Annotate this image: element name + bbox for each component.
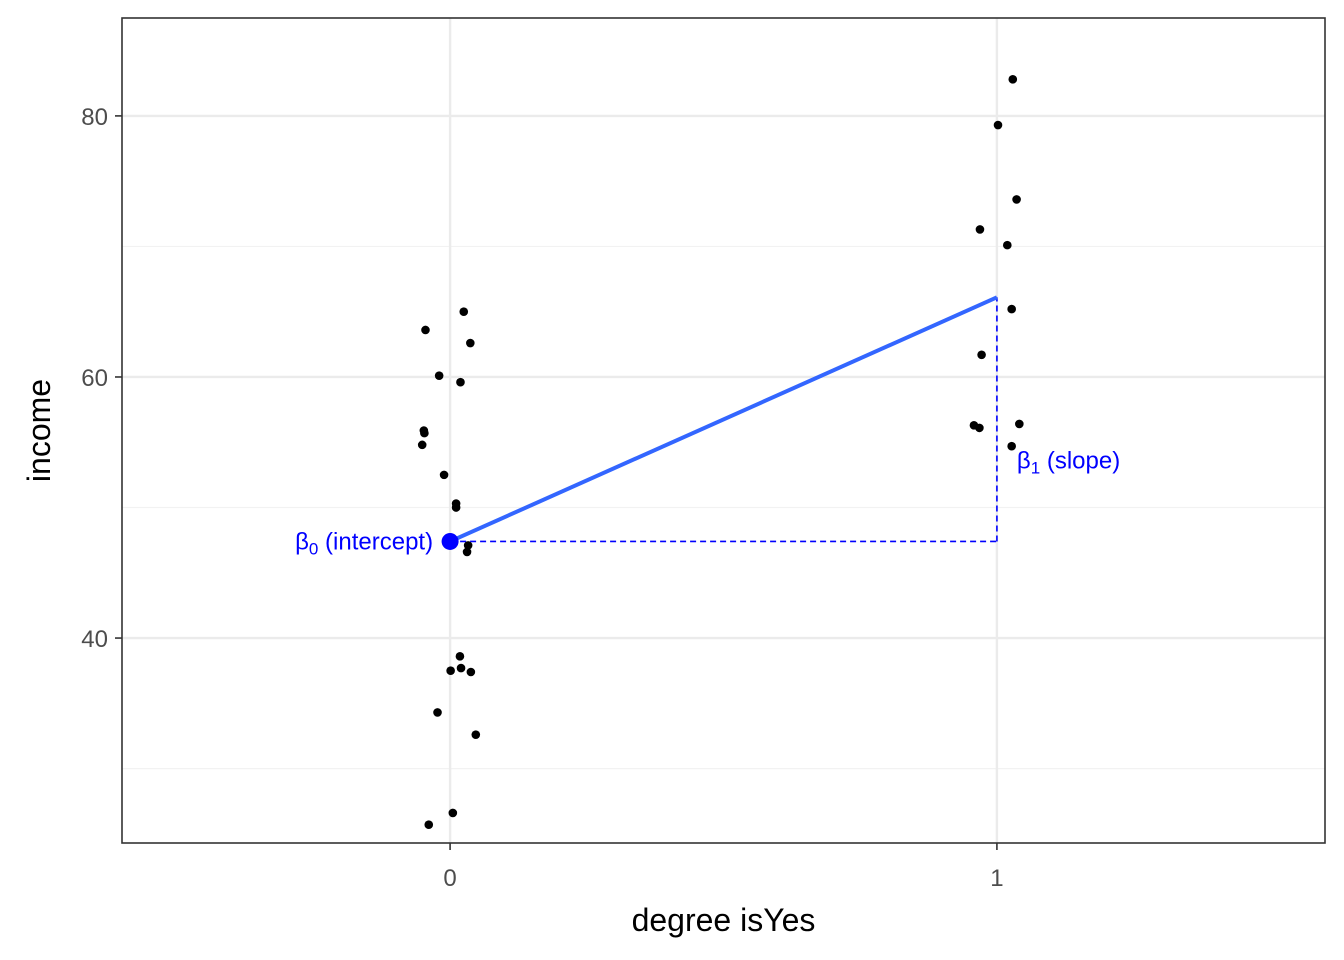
data-point — [1012, 195, 1021, 204]
data-point — [466, 338, 475, 348]
regression-line — [449, 295, 998, 544]
data-point — [456, 377, 465, 387]
data-point — [1007, 304, 1016, 314]
major-gridlines — [122, 18, 1325, 843]
x-tick-label: 1 — [990, 865, 1003, 892]
data-point — [434, 371, 444, 380]
data-point — [455, 652, 465, 661]
data-point — [993, 120, 1003, 130]
panel-border — [121, 17, 1326, 844]
data-point — [462, 547, 472, 557]
minor-gridlines — [122, 245, 1325, 770]
data-point — [1007, 441, 1016, 451]
data-point — [439, 470, 449, 480]
data-points — [417, 75, 1024, 830]
data-point — [463, 541, 473, 550]
y-axis-ticks: 40 60 80 — [81, 104, 122, 653]
y-tick-label: 40 — [81, 626, 108, 653]
data-point — [451, 503, 461, 512]
data-point — [975, 423, 984, 433]
annotations: β0 (intercept) β1 (slope) — [295, 448, 1120, 559]
intercept-marker — [441, 532, 459, 550]
data-point — [471, 730, 481, 739]
y-tick-label: 60 — [81, 365, 108, 392]
x-axis-title: degree isYes — [632, 902, 816, 938]
data-point — [424, 820, 434, 830]
intercept-label: β0 (intercept) — [295, 528, 433, 558]
slope-label: β1 (slope) — [1017, 448, 1120, 478]
regression-line-group — [449, 295, 998, 544]
data-point — [466, 667, 476, 677]
data-point — [459, 307, 469, 317]
data-point — [1008, 75, 1018, 84]
data-point — [1002, 240, 1012, 250]
coefficient-guides — [450, 297, 998, 543]
data-point — [420, 428, 429, 438]
y-tick-label: 80 — [81, 104, 108, 131]
data-point — [433, 708, 442, 717]
data-point — [421, 325, 430, 335]
x-tick-label: 0 — [443, 865, 456, 892]
data-point — [975, 225, 985, 234]
data-point — [417, 440, 427, 450]
data-point — [977, 350, 986, 360]
y-axis-title: income — [21, 379, 57, 482]
data-point — [448, 808, 458, 818]
data-point — [456, 663, 466, 673]
data-point — [446, 666, 455, 675]
data-point — [1015, 419, 1024, 429]
